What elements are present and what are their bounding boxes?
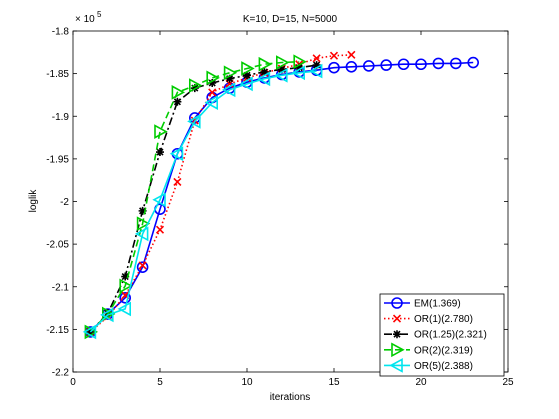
x-tick-label: 20 <box>415 377 427 388</box>
data-point <box>82 324 97 340</box>
data-point <box>189 78 203 93</box>
data-point <box>392 314 402 323</box>
data-point <box>119 278 133 294</box>
data-point <box>134 226 149 242</box>
legend-label: OR(1)(2.780) <box>414 314 473 325</box>
data-point <box>206 70 220 86</box>
data-point <box>312 54 321 63</box>
legend-label: OR(2)(2.319) <box>414 345 473 356</box>
y-tick-label: -2.1 <box>52 282 70 293</box>
data-point <box>136 216 151 232</box>
legend-item: OR(2)(2.319) <box>384 342 473 358</box>
data-point <box>397 58 410 71</box>
legend-item: OR(1.25)(2.321) <box>384 330 487 341</box>
data-point <box>277 65 286 74</box>
data-point <box>291 65 305 81</box>
data-point <box>239 76 253 92</box>
x-tick-label: 10 <box>241 377 253 388</box>
legend-label: EM(1.369) <box>414 299 461 310</box>
data-point <box>391 297 403 309</box>
data-point <box>86 327 95 336</box>
data-point <box>152 192 166 208</box>
y-tick-label: -2 <box>60 197 69 208</box>
data-point <box>154 124 168 139</box>
y-tick-label: -1.95 <box>46 154 69 165</box>
data-point <box>241 61 255 76</box>
data-point <box>119 292 131 304</box>
x-tick-label: 15 <box>328 377 340 388</box>
data-point <box>329 51 339 60</box>
y-tick-label: -1.85 <box>46 69 69 80</box>
data-point <box>223 65 238 81</box>
data-point <box>295 63 304 72</box>
series-5 <box>82 63 323 340</box>
data-point <box>171 85 186 100</box>
y-exponent-label: × 10 <box>75 14 95 25</box>
data-point <box>347 50 356 59</box>
x-axis-label: iterations <box>270 392 311 403</box>
y-tick-label: -1.8 <box>52 27 70 38</box>
data-point <box>136 261 149 273</box>
data-point <box>173 97 182 106</box>
x-tick-label: 5 <box>157 377 163 388</box>
y-tick-label: -2.15 <box>46 325 69 336</box>
data-point <box>312 61 321 70</box>
data-point <box>121 272 130 281</box>
y-exponent-power: 5 <box>97 10 102 19</box>
data-point <box>169 146 184 162</box>
series-line <box>89 70 317 333</box>
data-point <box>256 71 271 87</box>
legend-label: OR(1.25)(2.321) <box>414 330 487 341</box>
data-point <box>308 63 323 79</box>
legend-item: EM(1.369) <box>384 297 461 310</box>
data-point <box>100 307 114 323</box>
data-point <box>432 57 445 70</box>
data-point <box>138 206 147 215</box>
data-point <box>208 79 217 88</box>
series-line <box>89 60 300 333</box>
legend-label: OR(5)(2.388) <box>414 361 473 372</box>
data-point <box>208 88 217 97</box>
y-tick-label: -1.9 <box>52 112 70 123</box>
data-point <box>258 56 273 72</box>
x-tick-label: 25 <box>502 377 514 388</box>
data-point <box>155 225 165 234</box>
data-point <box>260 67 269 76</box>
y-axis-label: loglik <box>28 189 39 213</box>
data-point <box>274 67 288 83</box>
data-point <box>276 55 290 70</box>
data-point <box>138 261 147 270</box>
legend-item: OR(5)(2.388) <box>384 358 473 373</box>
data-point <box>156 148 164 157</box>
data-point <box>117 301 131 317</box>
data-point <box>328 61 340 74</box>
data-point <box>173 177 182 186</box>
data-point <box>389 358 403 373</box>
data-point <box>345 61 358 73</box>
data-point <box>362 60 375 72</box>
data-point <box>221 82 236 98</box>
legend-item: OR(1)(2.780) <box>384 314 473 325</box>
data-point <box>393 330 401 339</box>
series-layer <box>82 50 480 340</box>
data-point <box>293 54 307 70</box>
x-tick-label: 0 <box>70 377 76 388</box>
axis-ticks: 0 5 10 15 20 25 -2.2 -2.15 -2.1 -2.05 -2 -1.95 -1.9 -… <box>46 27 514 389</box>
data-point <box>415 58 427 71</box>
data-point <box>380 59 393 71</box>
data-point <box>204 95 218 110</box>
data-point <box>225 74 234 83</box>
legend: EM(1.369) OR(1)(2.780) OR(1.25)(2.321) OR(2… <box>379 293 505 377</box>
data-point <box>187 114 201 129</box>
data-point <box>467 56 480 69</box>
y-tick-label: -2.2 <box>52 368 70 379</box>
data-point <box>449 57 462 70</box>
chart-title: K=10, D=15, N=5000 <box>243 14 338 25</box>
data-point <box>391 342 405 358</box>
y-tick-label: -2.05 <box>46 240 69 251</box>
data-point <box>243 71 251 80</box>
